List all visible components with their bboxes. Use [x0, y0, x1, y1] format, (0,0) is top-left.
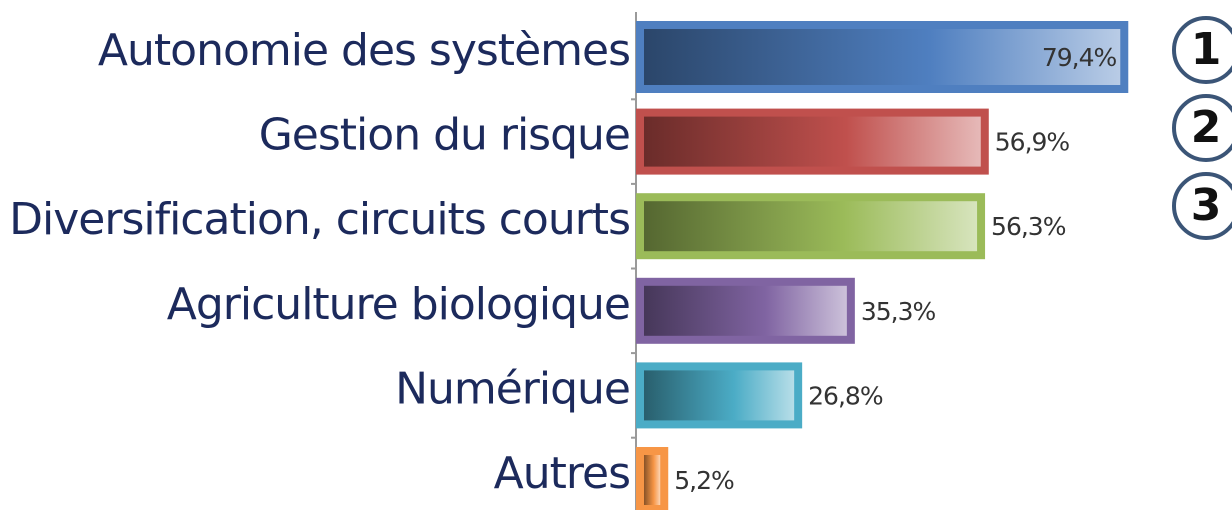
y-tick-label: Agriculture biologique	[167, 279, 630, 330]
bar-shine	[644, 116, 981, 167]
value-label: 56,9%	[995, 128, 1070, 157]
value-label: 79,4%	[1042, 43, 1117, 72]
bar-shine	[644, 29, 1121, 85]
bar-shine	[644, 455, 661, 505]
bar-shine	[644, 370, 795, 421]
rank-circle	[1172, 94, 1232, 162]
y-tick-label: Numérique	[395, 363, 630, 414]
bar-shine	[644, 201, 978, 252]
y-tick-label: Diversification, circuits courts	[9, 194, 630, 245]
y-tick-label: Autres	[494, 448, 630, 499]
y-tick-label: Autonomie des systèmes	[98, 25, 630, 76]
rank-number: 2	[1191, 102, 1222, 153]
rank-circle	[1172, 16, 1232, 84]
rank-number: 1	[1191, 24, 1222, 75]
y-tick-label: Gestion du risque	[259, 110, 630, 161]
rank-number: 3	[1191, 180, 1222, 231]
bar-shine	[644, 285, 847, 336]
value-label: 26,8%	[808, 381, 883, 410]
rank-circle	[1172, 172, 1232, 240]
value-label: 35,3%	[861, 297, 936, 326]
value-label: 5,2%	[674, 466, 734, 495]
value-label: 56,3%	[991, 212, 1066, 241]
